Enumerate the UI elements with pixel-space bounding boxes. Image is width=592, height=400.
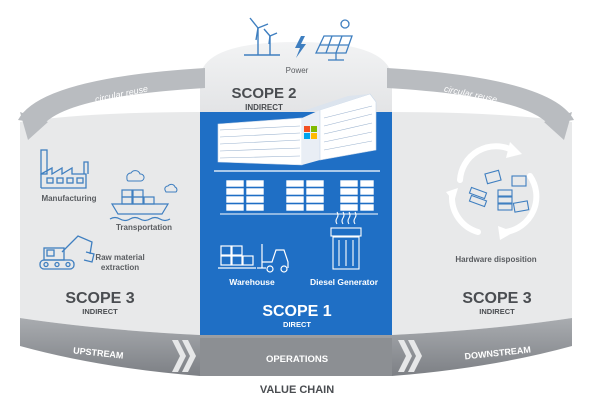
arc-right-arrowhead	[544, 112, 572, 140]
excavator-icon	[39, 235, 95, 270]
transportation-label: Transportation	[116, 223, 172, 232]
scope3-left-subtitle: INDIRECT	[82, 307, 118, 316]
datacenter-building-icon	[217, 93, 377, 166]
scope1-subtitle: DIRECT	[283, 320, 311, 329]
circular-reuse-arc-left	[18, 68, 205, 124]
arc-left-arrowhead	[20, 112, 48, 140]
recycle-arrows-icon	[448, 143, 540, 235]
chevrons-left-icon	[172, 340, 196, 372]
band-center-segment	[200, 338, 392, 376]
scope2-subtitle: INDIRECT	[245, 103, 283, 112]
chevrons-right-icon	[398, 340, 422, 372]
recycle-arrowheads	[446, 142, 522, 240]
operations-label: OPERATIONS	[266, 354, 328, 365]
warehouse-label: Warehouse	[229, 277, 275, 287]
diesel-generator-icon	[330, 211, 362, 270]
scope3-right-subtitle: INDIRECT	[479, 307, 515, 316]
manufacturing-label: Manufacturing	[41, 194, 96, 203]
server-racks-icon	[225, 179, 375, 212]
diesel-generator-label: Diesel Generator	[310, 277, 379, 287]
forklift-icon	[257, 244, 289, 273]
wind-turbine-icon	[244, 17, 280, 56]
power-label: Power	[286, 66, 309, 75]
lightning-icon	[295, 36, 306, 58]
hardware-devices-icon	[468, 169, 530, 213]
scope2-title: SCOPE 2	[231, 85, 296, 102]
upstream-panel	[20, 112, 200, 335]
solar-panel-icon	[314, 19, 353, 61]
value-chain-label: VALUE CHAIN	[260, 384, 334, 396]
factory-icon	[40, 149, 89, 189]
circular-reuse-arc-right	[387, 68, 574, 124]
scope3-right-title: SCOPE 3	[462, 290, 531, 307]
raw-material-label-2: extraction	[101, 263, 139, 272]
ship-icon	[109, 189, 171, 222]
hardware-disposition-label: Hardware disposition	[455, 255, 536, 264]
scope1-title: SCOPE 1	[262, 303, 331, 320]
cloud-icon	[126, 170, 178, 193]
scope3-left-title: SCOPE 3	[65, 290, 134, 307]
raw-material-label-1: Raw material	[95, 253, 144, 262]
downstream-panel	[392, 112, 572, 335]
warehouse-icon	[218, 245, 256, 269]
